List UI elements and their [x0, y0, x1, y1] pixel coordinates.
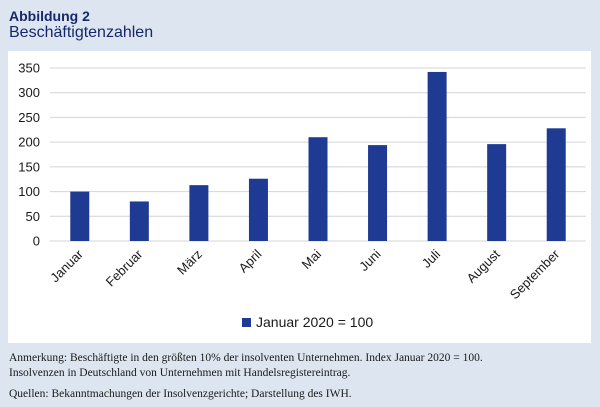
- bar-februar: [129, 201, 149, 241]
- bar-chart: 0 50 100 150 200 250 300 350 Januar Februar März A…: [18, 61, 586, 330]
- x-tick-label: Januar: [47, 246, 86, 285]
- bar-januar: [70, 191, 90, 241]
- x-tick-label: Mai: [299, 246, 324, 271]
- chart-title: Beschäftigtenzahlen: [9, 24, 154, 41]
- figure-label: Abbildung 2: [9, 8, 90, 24]
- y-tick-label: 300: [18, 85, 40, 100]
- chart-panel: 0 50 100 150 200 250 300 350 Januar Februar März A…: [8, 51, 591, 343]
- y-tick-label: 50: [26, 209, 40, 224]
- y-tick-label: 150: [18, 159, 40, 174]
- bar-märz: [189, 185, 209, 241]
- legend: Januar 2020 = 100: [242, 314, 373, 330]
- note-text: Anmerkung: Beschäftigte in den größten 1…: [9, 352, 483, 364]
- bar-august: [487, 144, 507, 241]
- y-tick-label: 100: [18, 184, 40, 199]
- bar-juli: [427, 71, 447, 241]
- x-tick-label: April: [236, 246, 265, 275]
- x-tick-label: August: [464, 246, 503, 285]
- y-tick-label: 350: [18, 61, 40, 76]
- y-tick-label: 0: [33, 234, 40, 249]
- y-axis-ticks: 0 50 100 150 200 250 300 350: [18, 61, 40, 249]
- x-tick-label: September: [507, 246, 563, 302]
- x-tick-label: Februar: [103, 246, 146, 289]
- bar-mai: [308, 137, 328, 241]
- x-tick-label: Juli: [419, 246, 443, 270]
- x-axis-ticks: Januar Februar März April Mai Juni Juli August S…: [47, 246, 563, 302]
- legend-label: Januar 2020 = 100: [256, 314, 373, 330]
- bar-juni: [368, 145, 388, 241]
- note-text-continued: Insolvenzen in Deutschland von Unternehm…: [9, 367, 351, 379]
- x-tick-label: März: [174, 247, 205, 278]
- sources-text: Quellen: Bekanntmachungen der Insolvenzg…: [9, 388, 352, 400]
- y-tick-label: 200: [18, 135, 40, 150]
- legend-swatch: [242, 318, 251, 327]
- y-tick-label: 250: [18, 110, 40, 125]
- bar-april: [248, 178, 268, 241]
- bars: [70, 71, 566, 241]
- x-tick-label: Juni: [356, 246, 384, 274]
- bar-september: [546, 128, 566, 241]
